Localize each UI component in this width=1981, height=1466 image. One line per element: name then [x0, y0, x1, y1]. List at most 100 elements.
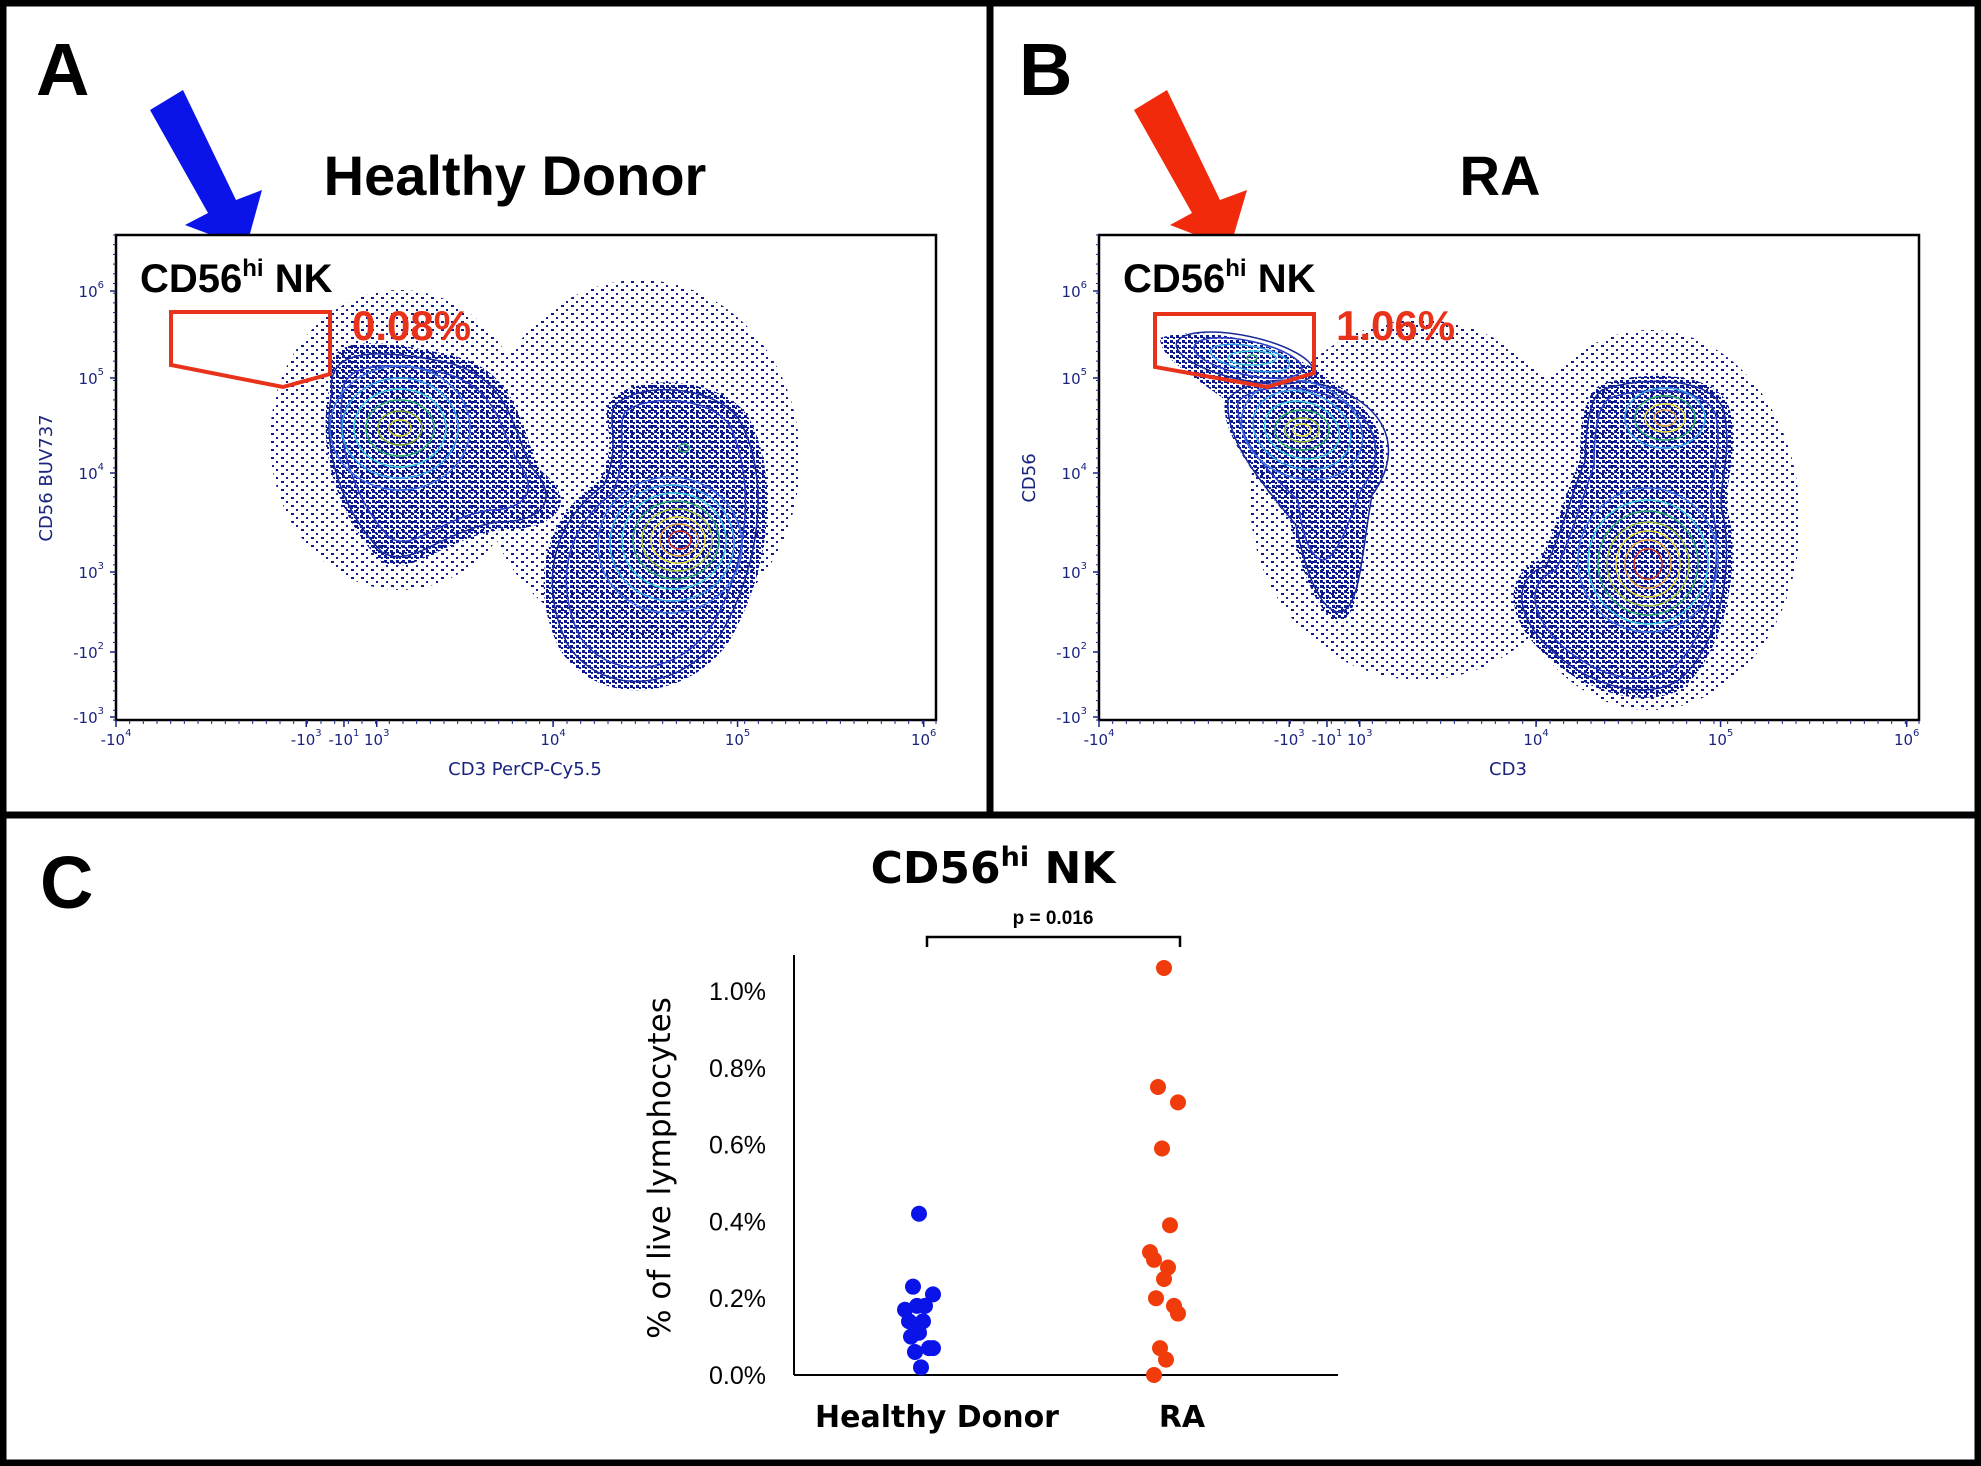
data-point — [907, 1343, 923, 1360]
strip-plot: 0.0% 0.2% 0.4% 0.6% 0.8% 1.0% Healthy Donor RA… — [642, 955, 1338, 1435]
gate-label-b: CD56hi NK — [1123, 255, 1316, 301]
data-point — [911, 1205, 927, 1222]
data-point — [1156, 1271, 1172, 1287]
x-tick-label: -101 — [329, 728, 360, 749]
data-point — [1146, 1251, 1162, 1268]
y-axis-b: 106 105 104 103 -102 -103 — [1056, 234, 1099, 727]
y-tick-label: 103 — [79, 561, 104, 582]
density-layer-a — [270, 280, 800, 691]
y-tick-label-c: 0.6% — [709, 1132, 766, 1160]
contours-t-b — [1521, 380, 1728, 691]
y-tick-label-c: 0.0% — [709, 1362, 766, 1390]
panel-title-b: RA — [1460, 144, 1541, 207]
gate-label-a: CD56hi NK — [140, 255, 333, 301]
data-point — [917, 1297, 933, 1314]
data-point — [1154, 1140, 1170, 1157]
y-tick-label: 105 — [1062, 367, 1087, 388]
x-tick-label: 103 — [1347, 728, 1372, 749]
points-c — [897, 959, 1186, 1383]
gate-cd56hi-nk-a[interactable] — [169, 310, 332, 390]
p-value-label: p = 0.016 — [1013, 908, 1094, 929]
y-tick-label-c: 0.4% — [709, 1208, 766, 1236]
y-ticks-c: 0.0% 0.2% 0.4% 0.6% 0.8% 1.0% — [709, 978, 766, 1390]
categories-c: Healthy Donor RA — [815, 1400, 1206, 1435]
series-healthy-donor — [897, 1205, 941, 1376]
contours-nk-a — [328, 353, 547, 558]
category-label: RA — [1159, 1400, 1206, 1435]
y-tick-label-c: 1.0% — [709, 978, 766, 1006]
y-tick-label: -103 — [73, 706, 104, 727]
panel-letter-a: A — [36, 28, 89, 111]
panel-letter-b: B — [1019, 28, 1072, 111]
x-tick-label: -103 — [1274, 728, 1305, 749]
y-axis-title-c: % of live lymphocytes — [642, 997, 678, 1339]
y-axis-title-b: CD56 — [1019, 453, 1040, 502]
y-tick-label-c: 0.8% — [709, 1055, 766, 1083]
data-point — [1162, 1217, 1178, 1234]
y-tick-label: 104 — [79, 462, 104, 483]
x-axis-title-b: CD3 — [1489, 759, 1527, 780]
data-point — [1170, 1094, 1186, 1111]
y-tick-label: 105 — [79, 367, 104, 388]
y-tick-label-c: 0.2% — [709, 1285, 766, 1313]
x-tick-label: -103 — [291, 728, 322, 749]
x-tick-label: 104 — [1523, 728, 1548, 749]
x-tick-label: 105 — [1708, 728, 1733, 749]
data-point — [1170, 1305, 1186, 1322]
x-tick-label: 104 — [540, 728, 565, 749]
y-tick-label: 106 — [1062, 280, 1087, 301]
panel-c: C CD56hi NK p = 0.016 0.0%0.2%0.4%0.6%0.… — [40, 841, 1338, 1435]
x-axis-a: -104 -103 -101 103 104 105 106 — [101, 720, 937, 749]
flow-plot-b: CD56hi NK 1.06% 106 105 104 103 -102 -103 -10… — [1019, 233, 1921, 780]
series-ra — [1142, 959, 1186, 1383]
data-point — [901, 1313, 917, 1330]
data-point — [1146, 1367, 1162, 1383]
y-axis-title-a: CD56 BUV737 — [36, 414, 57, 541]
t-population-outline-b — [1513, 375, 1733, 698]
contours-t-a — [551, 388, 759, 683]
flow-plot-a: CD56hi NK 0.08% 106 105 104 103 -102 -103 -10… — [36, 233, 938, 780]
y-axis-a: 106 105 104 103 -102 -103 — [73, 234, 116, 727]
nk-population-outline-b — [1160, 333, 1385, 620]
data-point — [925, 1340, 941, 1357]
y-tick-label: 103 — [1062, 561, 1087, 582]
arrow-icon-healthy — [150, 90, 262, 248]
x-tick-label: -104 — [1084, 728, 1115, 749]
category-label: Healthy Donor — [815, 1400, 1059, 1435]
x-tick-label: -104 — [101, 728, 132, 749]
data-point — [1156, 959, 1172, 976]
x-tick-label: 106 — [1894, 728, 1919, 749]
x-tick-label: 105 — [725, 728, 750, 749]
chart-title-c: CD56hi NK — [871, 842, 1118, 894]
y-tick-label: -102 — [73, 641, 104, 662]
x-axis-b: -104 -103 -101 103 104 105 106 — [1084, 720, 1920, 749]
y-tick-label: -102 — [1056, 641, 1087, 662]
x-tick-label: -101 — [1312, 728, 1343, 749]
x-tick-label: 106 — [911, 728, 936, 749]
gate-percent-a: 0.08% — [352, 302, 471, 349]
panel-letter-c: C — [40, 841, 93, 924]
data-point — [925, 1286, 941, 1303]
panel-b: B RA — [1019, 28, 1921, 780]
y-tick-label: 106 — [79, 280, 104, 301]
significance-bracket: p = 0.016 — [925, 908, 1182, 947]
x-axis-title-a: CD3 PerCP-Cy5.5 — [448, 759, 602, 780]
x-tick-label: 103 — [364, 728, 389, 749]
data-point — [905, 1278, 921, 1295]
density-layer-b — [1160, 320, 1800, 710]
contours-nk-b — [1227, 379, 1390, 613]
data-point — [903, 1328, 919, 1345]
gate-percent-b: 1.06% — [1336, 302, 1455, 349]
data-point — [1148, 1290, 1164, 1307]
data-point — [1158, 1351, 1174, 1368]
t-population-outline-a — [543, 382, 768, 691]
gate-cd56hi-nk-b[interactable] — [1153, 312, 1316, 390]
arrow-icon-ra — [1134, 90, 1247, 248]
panel-a: A Healthy Donor — [36, 28, 938, 780]
panel-title-a: Healthy Donor — [324, 144, 707, 207]
data-point — [1150, 1079, 1166, 1095]
data-point — [913, 1359, 929, 1376]
y-tick-label: -103 — [1056, 706, 1087, 727]
bracket-line — [925, 935, 1182, 947]
